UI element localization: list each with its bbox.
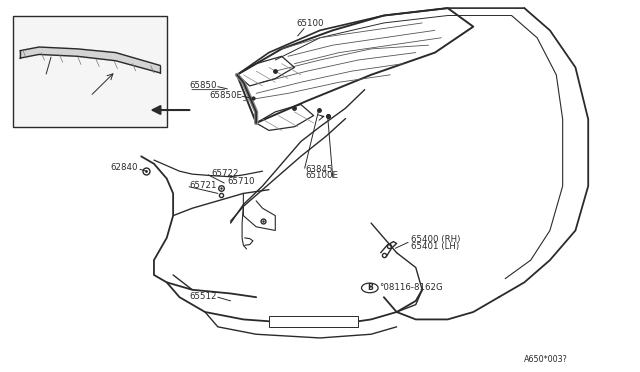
Text: 65100: 65100 xyxy=(296,19,324,28)
Text: 65400 (RH): 65400 (RH) xyxy=(411,235,460,244)
Text: 65850: 65850 xyxy=(189,81,216,90)
Text: A650*003?: A650*003? xyxy=(524,355,568,364)
Text: 63845: 63845 xyxy=(305,165,333,174)
Text: 65401 (LH): 65401 (LH) xyxy=(411,241,459,250)
Bar xyxy=(13,16,167,127)
Text: B: B xyxy=(367,283,372,292)
Text: °08116-8162G: °08116-8162G xyxy=(379,283,442,292)
Bar xyxy=(269,316,358,327)
Text: 65710: 65710 xyxy=(227,177,255,186)
Text: 65100E: 65100E xyxy=(305,171,339,180)
Text: 65850: 65850 xyxy=(13,72,39,81)
Polygon shape xyxy=(20,47,161,73)
Text: 62840: 62840 xyxy=(111,163,138,172)
Text: 65850E: 65850E xyxy=(209,91,243,100)
Text: FOR COLD: FOR COLD xyxy=(106,24,152,33)
Text: 65722: 65722 xyxy=(211,169,239,177)
Text: 65850E: 65850E xyxy=(36,91,68,100)
Text: 65721: 65721 xyxy=(189,181,216,190)
Text: 65512: 65512 xyxy=(189,292,216,301)
